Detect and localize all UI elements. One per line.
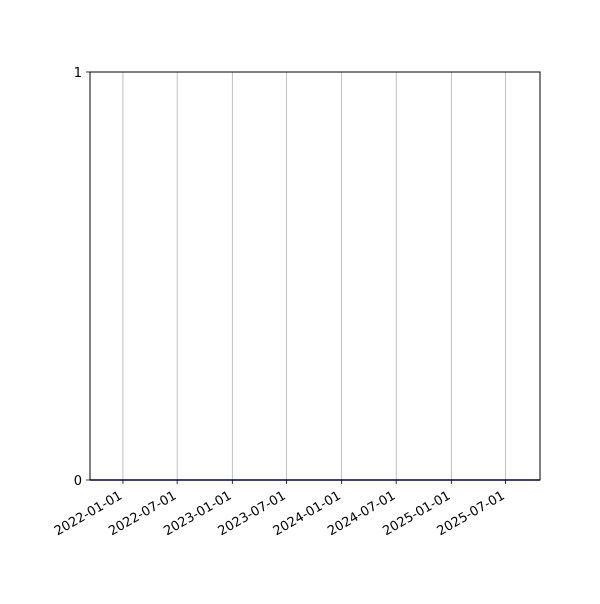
y-tick-label: 0 — [74, 474, 82, 489]
y-tick-label: 1 — [74, 66, 82, 81]
plot-frame — [89, 71, 541, 481]
